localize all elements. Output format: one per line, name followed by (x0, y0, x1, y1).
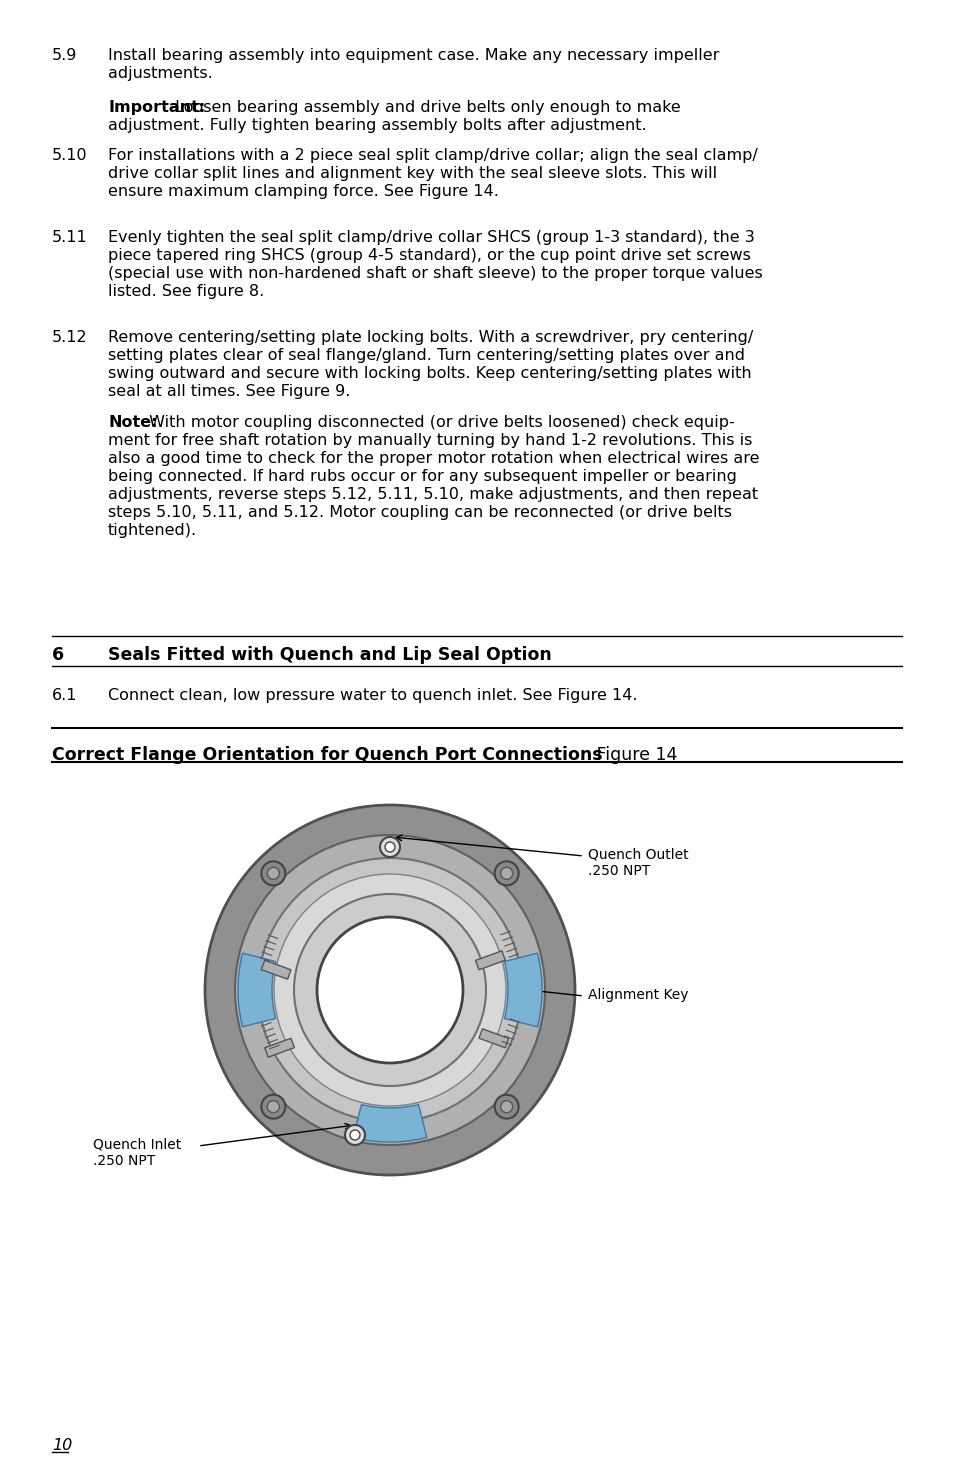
Text: tightened).: tightened). (108, 524, 197, 538)
Text: swing outward and secure with locking bolts. Keep centering/setting plates with: swing outward and secure with locking bo… (108, 366, 751, 381)
Circle shape (495, 1094, 518, 1118)
Circle shape (261, 1094, 285, 1118)
Text: ensure maximum clamping force. See Figure 14.: ensure maximum clamping force. See Figur… (108, 184, 498, 199)
Circle shape (274, 875, 505, 1106)
Text: .250 NPT: .250 NPT (587, 864, 650, 878)
Circle shape (345, 1125, 365, 1145)
Circle shape (205, 805, 575, 1176)
Text: 10: 10 (52, 1438, 72, 1453)
Circle shape (257, 858, 521, 1122)
Text: .250 NPT: .250 NPT (92, 1153, 155, 1168)
Wedge shape (504, 953, 541, 1027)
Bar (478, 1028, 508, 1047)
Circle shape (234, 835, 544, 1145)
Circle shape (267, 867, 279, 879)
Circle shape (500, 1100, 512, 1112)
Text: also a good time to check for the proper motor rotation when electrical wires ar: also a good time to check for the proper… (108, 451, 759, 466)
Text: Figure 14: Figure 14 (579, 746, 677, 764)
Circle shape (379, 836, 399, 857)
Circle shape (500, 867, 512, 879)
Text: Connect clean, low pressure water to quench inlet. See Figure 14.: Connect clean, low pressure water to que… (108, 687, 637, 704)
Text: Remove centering/setting plate locking bolts. With a screwdriver, pry centering/: Remove centering/setting plate locking b… (108, 330, 753, 345)
Text: Correct Flange Orientation for Quench Port Connections: Correct Flange Orientation for Quench Po… (52, 746, 602, 764)
Circle shape (316, 917, 462, 1063)
Text: Alignment Key: Alignment Key (587, 988, 688, 1002)
Circle shape (350, 1130, 359, 1140)
Circle shape (385, 842, 395, 853)
Text: With motor coupling disconnected (or drive belts loosened) check equip-: With motor coupling disconnected (or dri… (144, 414, 734, 431)
Text: 6.1: 6.1 (52, 687, 77, 704)
Text: 5.10: 5.10 (52, 148, 88, 164)
Text: Loosen bearing assembly and drive belts only enough to make: Loosen bearing assembly and drive belts … (170, 100, 680, 115)
Bar (261, 960, 291, 979)
Text: Seals Fitted with Quench and Lip Seal Option: Seals Fitted with Quench and Lip Seal Op… (108, 646, 551, 664)
Text: Quench Outlet: Quench Outlet (587, 848, 688, 861)
Text: Evenly tighten the seal split clamp/drive collar SHCS (group 1-3 standard), the : Evenly tighten the seal split clamp/driv… (108, 230, 754, 245)
Circle shape (261, 861, 285, 885)
Text: adjustments, reverse steps 5.12, 5.11, 5.10, make adjustments, and then repeat: adjustments, reverse steps 5.12, 5.11, 5… (108, 487, 758, 502)
Text: steps 5.10, 5.11, and 5.12. Motor coupling can be reconnected (or drive belts: steps 5.10, 5.11, and 5.12. Motor coupli… (108, 504, 731, 521)
Text: Install bearing assembly into equipment case. Make any necessary impeller: Install bearing assembly into equipment … (108, 49, 719, 63)
Text: 5.12: 5.12 (52, 330, 88, 345)
Text: adjustment. Fully tighten bearing assembly bolts after adjustment.: adjustment. Fully tighten bearing assemb… (108, 118, 646, 133)
Text: drive collar split lines and alignment key with the seal sleeve slots. This will: drive collar split lines and alignment k… (108, 167, 717, 181)
Text: 5.11: 5.11 (52, 230, 88, 245)
Circle shape (294, 894, 485, 1086)
Text: For installations with a 2 piece seal split clamp/drive collar; align the seal c: For installations with a 2 piece seal sp… (108, 148, 757, 164)
Bar (475, 951, 505, 969)
Text: being connected. If hard rubs occur or for any subsequent impeller or bearing: being connected. If hard rubs occur or f… (108, 469, 736, 484)
Text: Important:: Important: (108, 100, 205, 115)
Text: (special use with non-hardened shaft or shaft sleeve) to the proper torque value: (special use with non-hardened shaft or … (108, 266, 762, 282)
Text: adjustments.: adjustments. (108, 66, 213, 81)
Bar (264, 1038, 294, 1058)
Text: seal at all times. See Figure 9.: seal at all times. See Figure 9. (108, 384, 350, 400)
Text: 5.9: 5.9 (52, 49, 77, 63)
Circle shape (495, 861, 518, 885)
Text: Note:: Note: (108, 414, 157, 431)
Text: Quench Inlet: Quench Inlet (92, 1139, 181, 1152)
Wedge shape (237, 953, 275, 1027)
Text: ment for free shaft rotation by manually turning by hand 1-2 revolutions. This i: ment for free shaft rotation by manually… (108, 434, 752, 448)
Text: listed. See figure 8.: listed. See figure 8. (108, 285, 264, 299)
Text: 6: 6 (52, 646, 64, 664)
Text: piece tapered ring SHCS (group 4-5 standard), or the cup point drive set screws: piece tapered ring SHCS (group 4-5 stand… (108, 248, 750, 263)
Text: setting plates clear of seal flange/gland. Turn centering/setting plates over an: setting plates clear of seal flange/glan… (108, 348, 744, 363)
Wedge shape (353, 1105, 426, 1142)
Circle shape (267, 1100, 279, 1112)
